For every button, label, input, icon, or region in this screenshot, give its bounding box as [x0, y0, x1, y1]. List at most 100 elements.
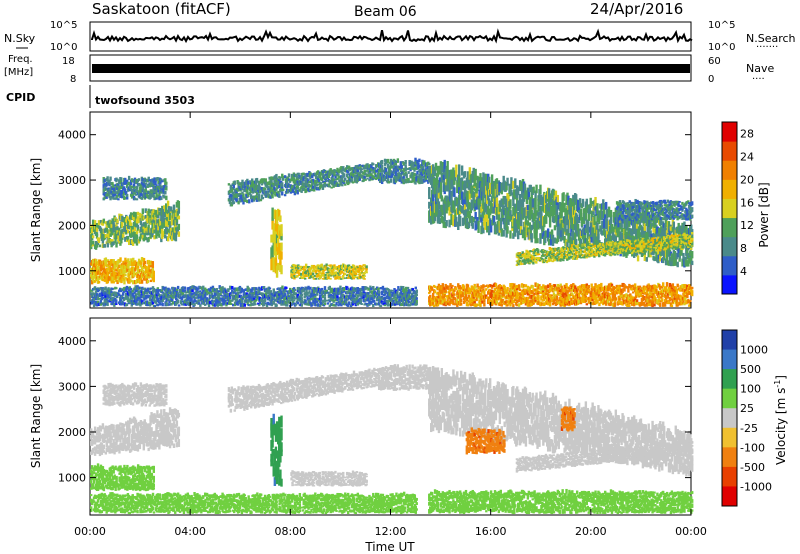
power-cell — [662, 236, 666, 239]
power-cell — [586, 229, 589, 239]
power-cell — [429, 294, 432, 298]
power-cell — [139, 186, 143, 191]
power-cell — [575, 239, 578, 249]
power-cell — [555, 295, 559, 300]
power-cell — [123, 226, 126, 233]
power-cell — [633, 240, 637, 243]
power-cell — [687, 245, 690, 249]
power-cell — [103, 187, 106, 192]
power-cell — [314, 174, 318, 179]
power-cell — [597, 228, 600, 239]
power-cell — [622, 243, 625, 247]
power-cell — [652, 249, 655, 256]
power-cell — [340, 181, 343, 186]
power-cell — [165, 185, 168, 188]
power-cell — [346, 179, 350, 183]
power-cell — [437, 209, 441, 219]
power-cell — [638, 243, 642, 247]
power-cell — [551, 256, 554, 259]
power-cell — [586, 220, 589, 231]
power-cell — [317, 264, 321, 267]
power-cell — [404, 164, 407, 169]
power-cell — [112, 259, 115, 264]
power-cell — [126, 188, 130, 192]
power-cell — [519, 255, 522, 257]
power-cell — [360, 270, 363, 273]
power-cell — [546, 284, 550, 289]
power-cell — [459, 286, 463, 290]
power-cell — [577, 252, 581, 256]
power-cell — [629, 242, 633, 246]
power-cell — [690, 256, 693, 265]
power-cell — [652, 247, 655, 251]
power-cell — [433, 290, 437, 294]
power-cell — [357, 268, 361, 270]
power-cell — [482, 284, 485, 289]
power-cell — [669, 238, 673, 241]
power-cell — [144, 195, 147, 199]
power-cell — [408, 180, 411, 183]
power-cell — [602, 199, 605, 210]
power-cell — [556, 194, 560, 203]
power-cell — [669, 226, 673, 231]
power-cell — [575, 226, 579, 237]
power-cell — [510, 290, 513, 296]
power-cell — [124, 220, 127, 226]
power-cell — [137, 258, 141, 264]
power-cell — [591, 200, 594, 207]
power-cell — [126, 196, 129, 200]
power-cell — [291, 188, 295, 193]
power-cell — [241, 197, 244, 202]
power-cell — [441, 283, 444, 287]
power-cell — [664, 258, 668, 266]
power-cell — [147, 208, 150, 216]
power-cell — [373, 170, 376, 173]
power-cell — [638, 219, 642, 229]
power-cell — [149, 195, 152, 199]
power-cell — [107, 187, 110, 191]
power-cell — [660, 218, 663, 226]
power-cell — [483, 302, 486, 307]
power-cell — [578, 248, 582, 251]
power-cell — [498, 205, 502, 212]
power-cell — [598, 216, 601, 225]
power-cell — [488, 296, 491, 299]
power-cell — [343, 270, 347, 272]
power-cell — [570, 225, 573, 236]
power-cell — [239, 187, 242, 191]
power-cell — [463, 204, 467, 211]
power-cell — [241, 191, 244, 194]
power-cell — [569, 252, 573, 255]
power-cell — [576, 223, 580, 231]
power-cell — [94, 247, 98, 250]
power-cell — [618, 249, 621, 252]
power-cell — [565, 253, 568, 256]
power-cell — [340, 166, 343, 170]
power-cell — [537, 249, 540, 253]
power-cell — [229, 186, 233, 192]
power-cell — [679, 243, 682, 247]
power-cell — [457, 203, 460, 215]
power-cell — [626, 239, 629, 242]
power-cell — [568, 257, 571, 260]
power-cell — [646, 221, 649, 232]
power-cell — [660, 236, 664, 239]
power-cell — [325, 271, 328, 274]
power-cell — [322, 180, 326, 184]
power-cell — [443, 286, 446, 290]
power-cell — [652, 240, 655, 244]
power-cell — [549, 289, 553, 292]
power-cell — [466, 284, 470, 289]
power-cell — [314, 179, 317, 183]
power-cell — [636, 244, 640, 247]
power-cell — [492, 296, 496, 301]
power-cell — [431, 194, 435, 202]
power-cell — [450, 199, 453, 212]
power-cell — [338, 277, 341, 280]
power-cell — [229, 184, 233, 188]
power-cell — [443, 293, 446, 298]
power-cell — [323, 269, 326, 271]
power-cell — [120, 239, 123, 244]
power-cell — [597, 247, 600, 250]
power-cell — [136, 180, 140, 183]
